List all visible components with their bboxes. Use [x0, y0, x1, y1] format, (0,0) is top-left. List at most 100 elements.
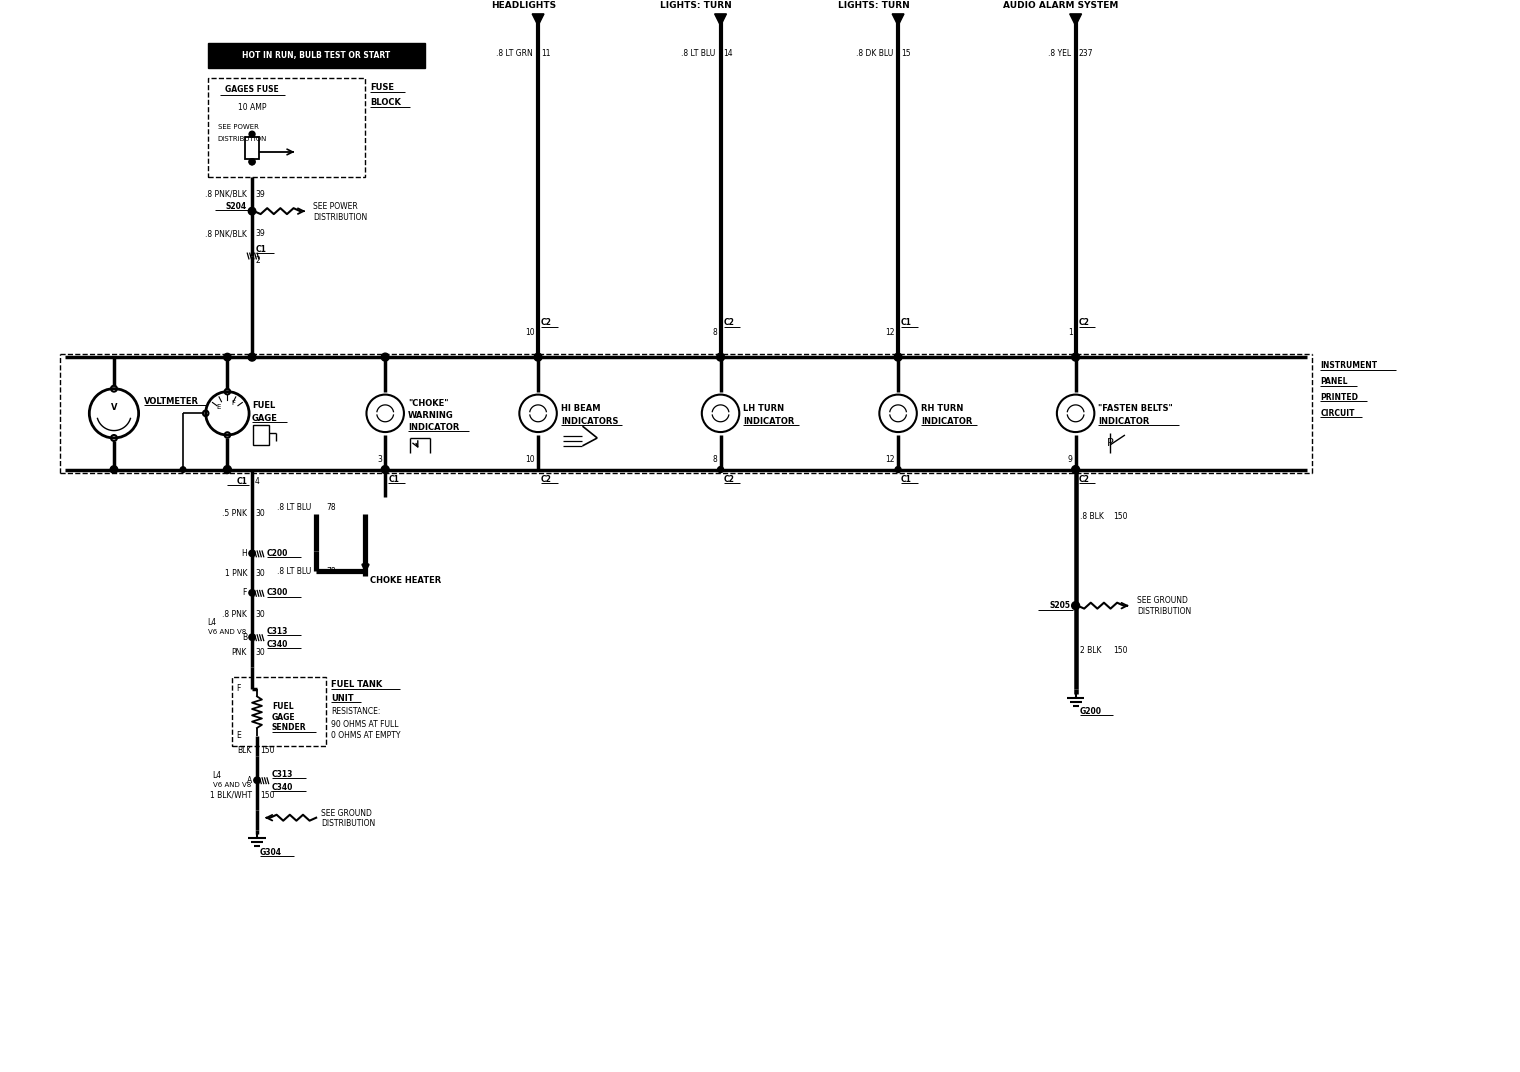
- Text: C313: C313: [268, 627, 289, 636]
- Text: 90 OHMS AT FULL: 90 OHMS AT FULL: [331, 719, 398, 729]
- Circle shape: [205, 391, 249, 435]
- Text: FUSE: FUSE: [371, 84, 394, 92]
- Text: G304: G304: [260, 848, 281, 857]
- Text: FUEL: FUEL: [272, 702, 293, 711]
- Text: 30: 30: [255, 509, 264, 519]
- Circle shape: [181, 466, 185, 473]
- Text: 8: 8: [713, 328, 717, 337]
- Circle shape: [1072, 465, 1079, 474]
- Text: F: F: [243, 589, 248, 597]
- Text: C2: C2: [541, 318, 552, 327]
- Text: .5 PNK: .5 PNK: [222, 509, 248, 519]
- Text: 150: 150: [260, 746, 275, 755]
- Circle shape: [248, 353, 255, 361]
- Text: AUDIO ALARM SYSTEM: AUDIO ALARM SYSTEM: [1003, 1, 1119, 11]
- Bar: [233, 676, 325, 746]
- Circle shape: [702, 394, 739, 432]
- Circle shape: [249, 159, 255, 165]
- Circle shape: [1056, 394, 1094, 432]
- Text: C340: C340: [272, 783, 293, 791]
- Text: "FASTEN BELTS": "FASTEN BELTS": [1099, 404, 1173, 413]
- Text: 39: 39: [255, 229, 264, 238]
- Text: 1 PNK: 1 PNK: [225, 568, 248, 578]
- Text: .8 LT BLU: .8 LT BLU: [681, 49, 716, 58]
- Text: SENDER: SENDER: [272, 724, 307, 732]
- Text: RH TURN: RH TURN: [921, 404, 964, 413]
- Text: A: A: [246, 776, 252, 785]
- Text: HI BEAM: HI BEAM: [561, 404, 600, 413]
- Text: 10 AMP: 10 AMP: [237, 103, 266, 113]
- Circle shape: [717, 466, 724, 473]
- Text: 39: 39: [255, 190, 264, 199]
- Text: 3: 3: [377, 456, 382, 464]
- Text: .8 PNK/BLK: .8 PNK/BLK: [205, 229, 248, 238]
- Text: C2: C2: [1079, 318, 1090, 327]
- Circle shape: [520, 394, 556, 432]
- Polygon shape: [714, 14, 727, 26]
- Text: 150: 150: [1113, 512, 1128, 521]
- Text: 30: 30: [255, 647, 264, 656]
- Text: 30: 30: [255, 610, 264, 619]
- Text: 2 BLK: 2 BLK: [1079, 645, 1100, 655]
- Circle shape: [382, 353, 389, 361]
- Circle shape: [249, 131, 255, 137]
- Text: C1: C1: [255, 245, 268, 254]
- Text: C300: C300: [268, 589, 289, 597]
- Text: L4: L4: [208, 617, 217, 627]
- Text: INDICATOR: INDICATOR: [743, 417, 795, 426]
- Text: FUEL TANK: FUEL TANK: [331, 680, 382, 689]
- Text: .8 PNK/BLK: .8 PNK/BLK: [205, 190, 248, 199]
- Text: SEE POWER: SEE POWER: [313, 202, 357, 211]
- Text: DISTRIBUTION: DISTRIBUTION: [321, 819, 375, 829]
- Text: PNK: PNK: [231, 647, 248, 656]
- Circle shape: [382, 465, 389, 474]
- Text: G200: G200: [1079, 706, 1102, 716]
- Bar: [208, 44, 424, 69]
- Text: C313: C313: [272, 770, 293, 779]
- Text: HEADLIGHTS: HEADLIGHTS: [491, 1, 556, 11]
- Text: 1: 1: [1069, 328, 1073, 337]
- Text: "CHOKE": "CHOKE": [407, 399, 448, 408]
- Circle shape: [249, 550, 255, 556]
- Text: GAGE: GAGE: [272, 713, 295, 721]
- Text: V6 AND V8: V6 AND V8: [208, 629, 246, 636]
- Text: C1: C1: [236, 477, 248, 486]
- Text: L4: L4: [213, 771, 222, 779]
- Text: DISTRIBUTION: DISTRIBUTION: [313, 212, 368, 222]
- Text: CIRCUIT: CIRCUIT: [1321, 408, 1354, 418]
- Text: 1 BLK/WHT: 1 BLK/WHT: [210, 790, 252, 800]
- Circle shape: [248, 207, 255, 214]
- Text: 2: 2: [255, 256, 261, 265]
- Bar: [208, 78, 365, 177]
- Text: C1: C1: [901, 475, 912, 483]
- Text: 9: 9: [1067, 456, 1073, 464]
- Text: 10: 10: [526, 328, 535, 337]
- Text: LIGHTS: TURN: LIGHTS: TURN: [660, 1, 731, 11]
- Text: PRINTED: PRINTED: [1321, 393, 1359, 402]
- Text: INSTRUMENT: INSTRUMENT: [1321, 361, 1377, 371]
- Text: INDICATORS: INDICATORS: [561, 417, 619, 426]
- Text: HOT IN RUN, BULB TEST OR START: HOT IN RUN, BULB TEST OR START: [242, 51, 391, 60]
- Circle shape: [249, 634, 255, 640]
- Text: 237: 237: [1079, 49, 1093, 58]
- Text: C2: C2: [724, 318, 734, 327]
- Text: FUEL: FUEL: [252, 401, 275, 410]
- Text: C2: C2: [1079, 475, 1090, 483]
- Circle shape: [254, 777, 260, 784]
- Text: SEE POWER: SEE POWER: [217, 124, 258, 131]
- Text: GAGE: GAGE: [252, 414, 278, 422]
- Text: 78: 78: [325, 567, 336, 576]
- Circle shape: [534, 353, 543, 361]
- Text: .8 DK BLU: .8 DK BLU: [856, 49, 894, 58]
- Circle shape: [249, 159, 255, 165]
- Text: 4: 4: [255, 477, 260, 486]
- Circle shape: [1072, 601, 1079, 610]
- Text: 10: 10: [526, 456, 535, 464]
- Text: E: E: [236, 731, 242, 741]
- Circle shape: [894, 353, 901, 361]
- Text: BLK: BLK: [237, 746, 252, 755]
- Circle shape: [366, 394, 404, 432]
- Text: C2: C2: [724, 475, 734, 483]
- Bar: [245, 137, 258, 159]
- Text: F: F: [231, 401, 236, 406]
